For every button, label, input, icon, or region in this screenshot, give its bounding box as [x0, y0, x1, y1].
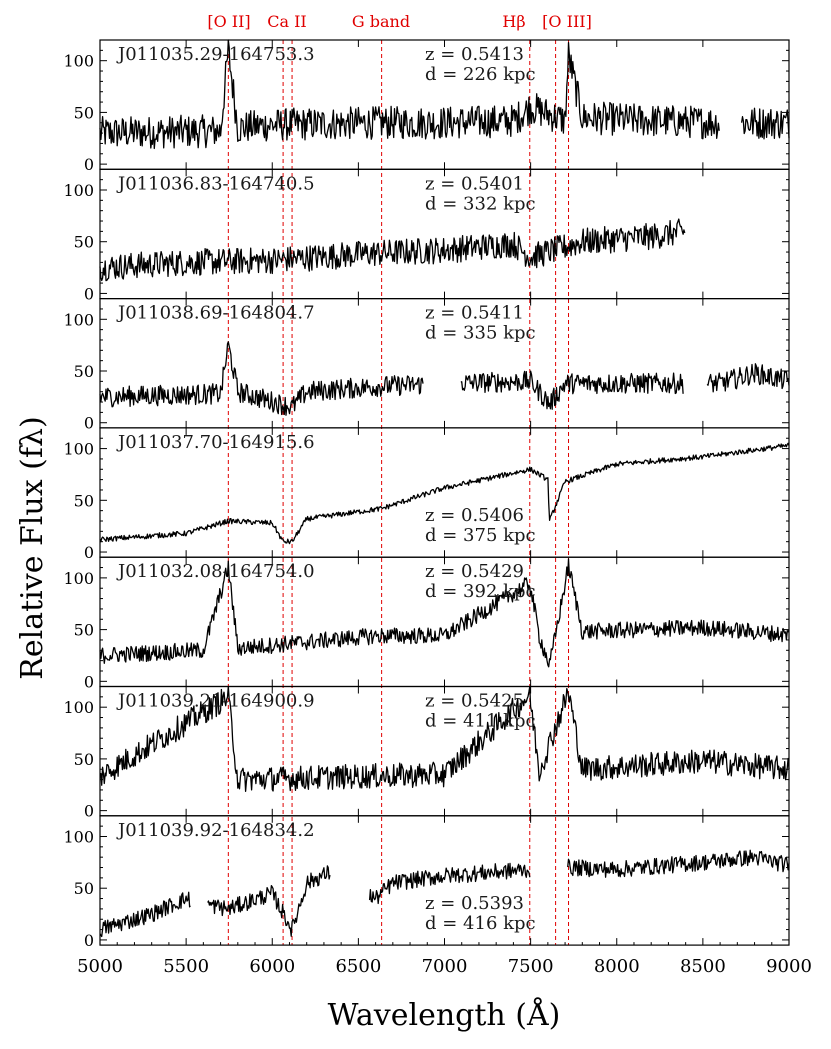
x-tick-label: 6500 [335, 956, 381, 977]
redshift-label: z = 0.5413 [425, 44, 524, 65]
x-tick-label: 9000 [766, 956, 812, 977]
distance-label: d = 411 kpc [425, 711, 536, 732]
y-tick-label: 100 [63, 698, 94, 717]
spectral-line-label: G band [352, 12, 410, 31]
spectral-line-label: Ca II [267, 12, 307, 31]
distance-label: d = 375 kpc [425, 525, 536, 546]
spectrum-line [567, 849, 790, 878]
redshift-label: z = 0.5411 [425, 303, 524, 324]
spectrum-line [99, 341, 424, 416]
redshift-label: z = 0.5429 [425, 561, 524, 582]
spectrum-line [207, 865, 331, 937]
spectral-line-label: [O III] [542, 12, 592, 31]
spectrum-line [460, 370, 684, 410]
distance-label: d = 226 kpc [425, 64, 536, 85]
spectrum-line [740, 107, 790, 140]
x-tick-label: 8000 [594, 956, 640, 977]
spectrum-line [99, 685, 790, 792]
y-axis-label: Relative Flux (fλ) [15, 416, 50, 679]
redshift-label: z = 0.5406 [425, 505, 524, 526]
spectrum-line [368, 862, 531, 905]
y-tick-label: 100 [63, 569, 94, 588]
y-tick-label: 0 [84, 802, 94, 821]
object-name: J011036.83-164740.5 [116, 173, 315, 194]
redshift-label: z = 0.5401 [425, 173, 524, 194]
y-tick-label: 0 [84, 414, 94, 433]
spectrum-line [99, 891, 191, 938]
distance-label: d = 416 kpc [425, 913, 536, 934]
object-name: J011037.70-164915.6 [116, 432, 315, 453]
y-tick-label: 100 [63, 310, 94, 329]
y-tick-label: 50 [74, 362, 94, 381]
y-tick-label: 0 [84, 155, 94, 174]
x-tick-label: 8500 [680, 956, 726, 977]
x-tick-label: 5500 [163, 956, 209, 977]
object-name: J011039.21-164900.9 [116, 691, 315, 712]
y-tick-label: 50 [74, 491, 94, 510]
y-tick-label: 0 [84, 543, 94, 562]
x-tick-label: 7000 [422, 956, 468, 977]
spectral-line-label: Hβ [502, 12, 525, 31]
distance-label: d = 332 kpc [425, 193, 536, 214]
y-tick-label: 0 [84, 931, 94, 950]
y-tick-label: 100 [63, 440, 94, 459]
y-tick-label: 100 [63, 181, 94, 200]
spectral-line-label: [O II] [207, 12, 250, 31]
y-tick-label: 0 [84, 672, 94, 691]
object-name: J011039.92-164834.2 [116, 820, 315, 841]
y-tick-label: 100 [63, 827, 94, 846]
distance-label: d = 392 kpc [425, 581, 536, 602]
x-tick-label: 5000 [77, 956, 123, 977]
y-tick-label: 50 [74, 621, 94, 640]
y-tick-label: 50 [74, 750, 94, 769]
spectrum-line [99, 442, 790, 545]
object-name: J011035.29-164753.3 [116, 44, 315, 65]
redshift-label: z = 0.5425 [425, 691, 524, 712]
x-axis: 5000 5500 6000 6500 7000 7500 8000 8500 9000 [77, 942, 812, 977]
x-tick-label: 6000 [249, 956, 295, 977]
distance-label: d = 335 kpc [425, 323, 536, 344]
spectrum-line [99, 558, 790, 668]
x-tick-label: 7500 [508, 956, 554, 977]
object-name: J011038.69-164804.7 [116, 303, 315, 324]
y-tick-label: 50 [74, 879, 94, 898]
spectrum-line [99, 218, 686, 282]
y-tick-label: 100 [63, 52, 94, 71]
y-tick-label: 0 [84, 284, 94, 303]
spectrum-line [99, 39, 720, 150]
spectrum-line [706, 363, 790, 393]
y-tick-label: 50 [74, 103, 94, 122]
redshift-label: z = 0.5393 [425, 893, 524, 914]
object-name: J011032.08-164754.0 [116, 561, 315, 582]
y-tick-label: 50 [74, 233, 94, 252]
spectral-line-markers: [O II] Ca II G band Hβ [O III] [207, 12, 592, 946]
x-axis-label: Wavelength (Å) [328, 997, 561, 1033]
